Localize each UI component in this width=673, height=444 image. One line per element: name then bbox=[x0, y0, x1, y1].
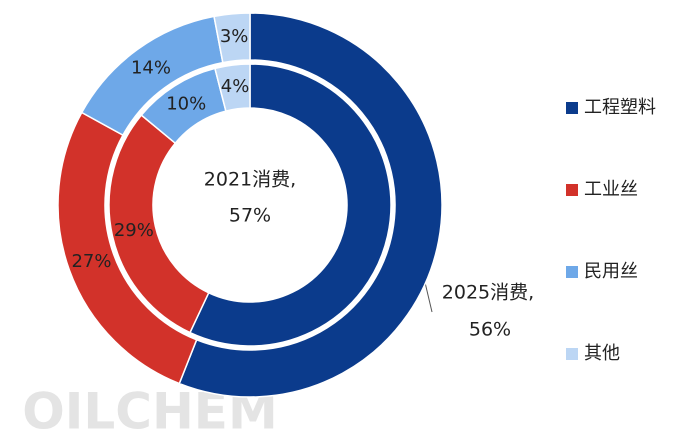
value-label: 4% bbox=[221, 76, 250, 97]
legend-swatch bbox=[566, 266, 578, 278]
outer-value-label: 56% bbox=[469, 319, 511, 341]
legend-swatch bbox=[566, 348, 578, 360]
donut-slice bbox=[214, 63, 251, 112]
legend-label: 其他 bbox=[584, 343, 620, 364]
donut-slice bbox=[213, 12, 251, 64]
center-annotation: 2021消费, bbox=[204, 169, 296, 191]
value-label: 10% bbox=[166, 94, 206, 115]
center-value-label: 57% bbox=[229, 205, 271, 227]
legend-label: 工业丝 bbox=[584, 179, 638, 200]
value-label: 27% bbox=[71, 251, 111, 272]
donut-slice bbox=[188, 63, 392, 347]
legend-swatch bbox=[566, 184, 578, 196]
value-label: 29% bbox=[114, 220, 154, 241]
value-label: 14% bbox=[131, 58, 171, 79]
outer-annotation: 2025消费, bbox=[442, 282, 534, 304]
donut-slice bbox=[178, 12, 443, 398]
legend-label: 工程塑料 bbox=[584, 97, 656, 118]
legend-label: 民用丝 bbox=[584, 261, 638, 282]
legend-swatch bbox=[566, 102, 578, 114]
value-label: 3% bbox=[220, 26, 249, 47]
